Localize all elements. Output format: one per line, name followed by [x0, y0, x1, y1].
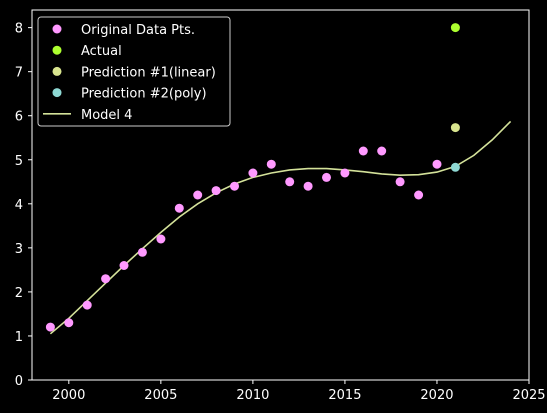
x-tick-label: 2005 — [144, 388, 177, 403]
x-tick-label: 2020 — [420, 388, 453, 403]
y-tick-label: 8 — [15, 22, 23, 37]
data-point — [156, 234, 166, 244]
data-point — [248, 168, 258, 178]
legend-marker — [52, 45, 62, 55]
legend-marker — [52, 24, 62, 34]
data-point — [395, 177, 405, 187]
data-point — [230, 181, 239, 191]
y-tick-label: 1 — [15, 330, 23, 345]
x-tick-label: 2015 — [328, 388, 361, 403]
x-tick-label: 2025 — [512, 388, 545, 403]
data-point — [101, 274, 111, 284]
y-tick-label: 7 — [15, 66, 23, 81]
data-point — [450, 23, 460, 33]
axes-frame — [31, 9, 530, 381]
axis-ticks: 2000 2005 2010 2015 2020 2025 0 1 2 3 4 5 6 7 8 — [15, 22, 546, 403]
data-point — [340, 168, 350, 178]
legend-label: Prediction #1(linear) — [81, 65, 216, 80]
legend-marker — [52, 88, 62, 98]
data-point — [266, 159, 276, 169]
legend-label: Prediction #2(poly) — [81, 87, 207, 102]
data-point — [211, 186, 221, 196]
y-tick-label: 2 — [15, 286, 23, 301]
data-point — [450, 123, 460, 133]
legend: Original Data Pts. Actual Prediction #1(li… — [37, 16, 231, 127]
data-point — [322, 172, 331, 182]
y-tick-label: 3 — [15, 242, 23, 257]
y-tick-label: 5 — [15, 154, 23, 169]
data-point — [137, 247, 147, 257]
data-point — [174, 203, 184, 213]
data-point — [45, 322, 55, 332]
data-point — [303, 181, 313, 191]
legend-box — [37, 16, 231, 127]
legend-label: Model 4 — [81, 108, 132, 123]
data-point — [414, 190, 424, 200]
y-tick-label: 6 — [15, 110, 23, 125]
data-point — [377, 146, 387, 156]
data-point — [285, 177, 295, 187]
data-point — [82, 300, 92, 310]
data-point — [432, 159, 442, 169]
legend-marker — [52, 66, 62, 76]
legend-label: Original Data Pts. — [81, 23, 195, 38]
legend-label: Actual — [81, 44, 122, 59]
x-tick-label: 2010 — [236, 388, 269, 403]
data-point — [193, 190, 203, 200]
data-point — [358, 146, 368, 156]
plot-area — [45, 23, 512, 335]
y-tick-label: 4 — [15, 198, 23, 213]
data-point — [64, 318, 74, 328]
data-point — [119, 261, 129, 270]
x-tick-label: 2000 — [52, 388, 85, 403]
data-point — [450, 162, 460, 172]
y-tick-label: 0 — [15, 374, 23, 389]
